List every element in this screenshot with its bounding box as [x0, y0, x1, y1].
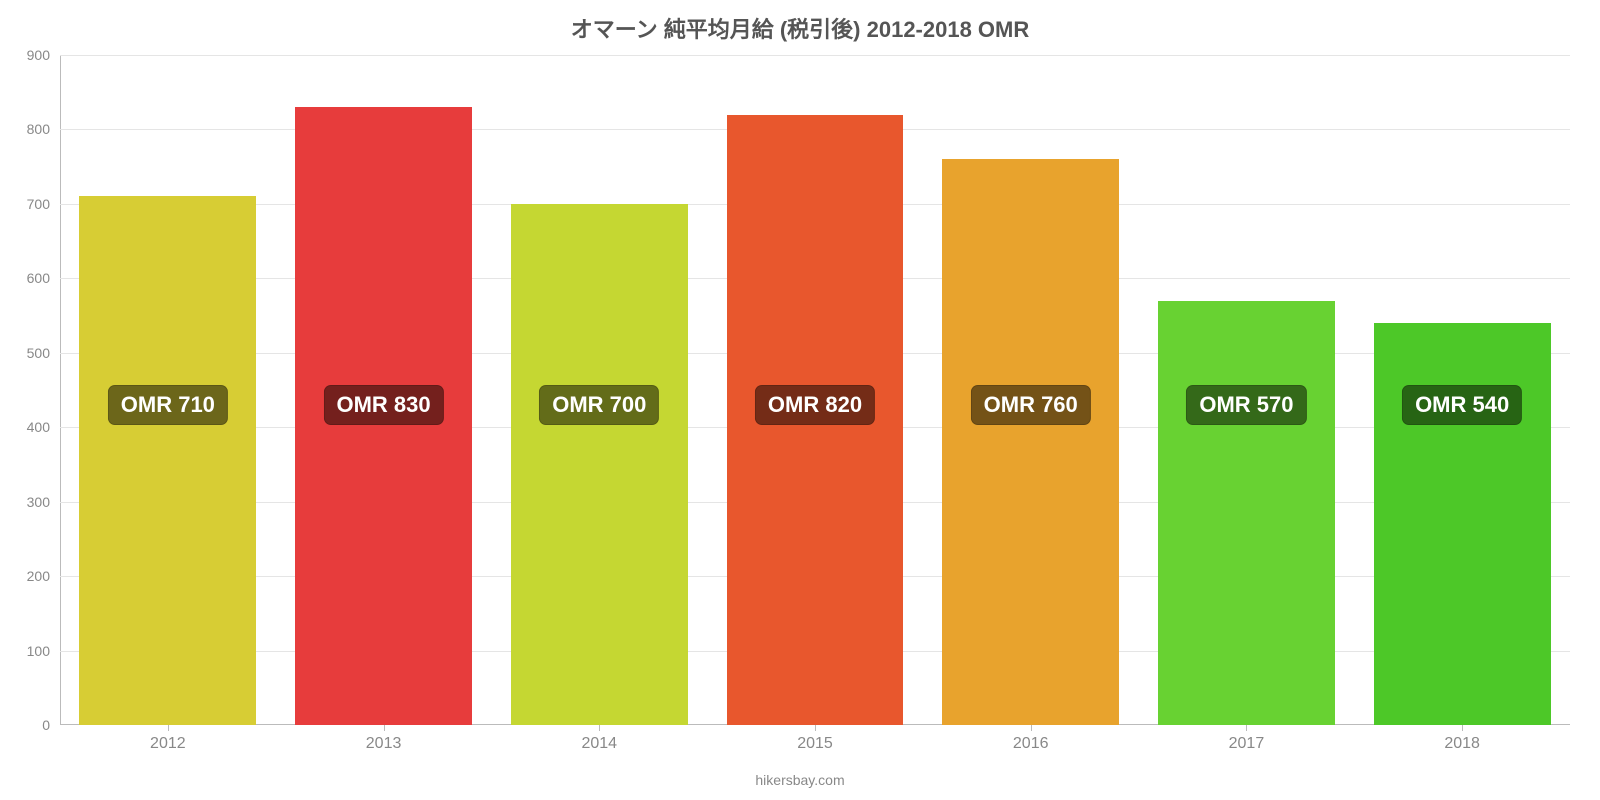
y-tick-label: 600 [27, 270, 60, 286]
y-tick-label: 300 [27, 494, 60, 510]
attribution: hikersbay.com [0, 772, 1600, 788]
chart-container: オマーン 純平均月給 (税引後) 2012-2018 OMR 010020030… [0, 0, 1600, 800]
y-tick-label: 500 [27, 345, 60, 361]
bar [511, 204, 688, 725]
x-tick-label: 2018 [1444, 725, 1480, 753]
plot-area: 01002003004005006007008009002012OMR 7102… [60, 55, 1570, 725]
bar-value-label: OMR 830 [323, 385, 443, 425]
bar-value-label: OMR 570 [1186, 385, 1306, 425]
y-tick-label: 400 [27, 419, 60, 435]
y-tick-label: 900 [27, 47, 60, 63]
x-tick-label: 2012 [150, 725, 186, 753]
y-tick-label: 200 [27, 568, 60, 584]
bar-value-label: OMR 760 [971, 385, 1091, 425]
y-axis [60, 55, 61, 725]
bar [79, 196, 256, 725]
bar-value-label: OMR 700 [539, 385, 659, 425]
bar-value-label: OMR 710 [108, 385, 228, 425]
bar-value-label: OMR 540 [1402, 385, 1522, 425]
bar-value-label: OMR 820 [755, 385, 875, 425]
x-tick-label: 2013 [366, 725, 402, 753]
x-tick-label: 2014 [581, 725, 617, 753]
bar [1158, 301, 1335, 725]
y-tick-label: 100 [27, 643, 60, 659]
x-tick-label: 2015 [797, 725, 833, 753]
bar [1374, 323, 1551, 725]
x-tick-label: 2016 [1013, 725, 1049, 753]
gridline [60, 55, 1570, 56]
y-tick-label: 800 [27, 121, 60, 137]
x-tick-label: 2017 [1229, 725, 1265, 753]
y-tick-label: 700 [27, 196, 60, 212]
chart-title: オマーン 純平均月給 (税引後) 2012-2018 OMR [0, 12, 1600, 44]
bar [942, 159, 1119, 725]
y-tick-label: 0 [42, 717, 60, 733]
